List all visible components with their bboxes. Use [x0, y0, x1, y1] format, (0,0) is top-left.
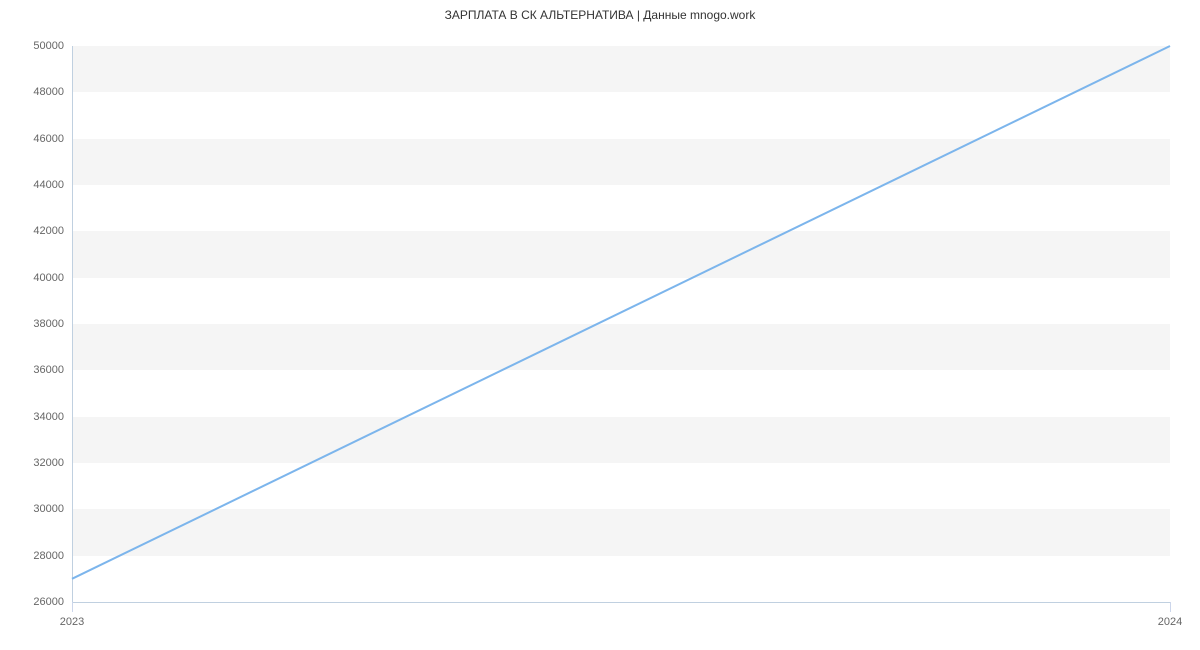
y-tick-label: 48000 — [4, 86, 64, 98]
y-tick-label: 44000 — [4, 179, 64, 191]
salary-chart: ЗАРПЛАТА В СК АЛЬТЕРНАТИВА | Данные mnog… — [0, 0, 1200, 650]
y-tick-label: 42000 — [4, 225, 64, 237]
y-tick-label: 32000 — [4, 457, 64, 469]
y-tick-label: 26000 — [4, 596, 64, 608]
y-tick-label: 34000 — [4, 411, 64, 423]
y-tick-label: 28000 — [4, 550, 64, 562]
x-axis-line — [72, 602, 1170, 603]
series-line-salary — [72, 46, 1170, 579]
y-tick-label: 46000 — [4, 133, 64, 145]
plot-area: 2600028000300003200034000360003800040000… — [72, 46, 1170, 602]
y-tick-label: 50000 — [4, 40, 64, 52]
x-tick-mark — [1170, 602, 1171, 612]
x-tick-label: 2023 — [60, 616, 84, 628]
y-tick-label: 38000 — [4, 318, 64, 330]
x-tick-label: 2024 — [1158, 616, 1182, 628]
y-tick-label: 40000 — [4, 272, 64, 284]
y-tick-label: 30000 — [4, 503, 64, 515]
chart-title: ЗАРПЛАТА В СК АЛЬТЕРНАТИВА | Данные mnog… — [0, 0, 1200, 22]
x-tick-mark — [72, 602, 73, 612]
series-svg — [72, 46, 1170, 602]
y-tick-label: 36000 — [4, 364, 64, 376]
